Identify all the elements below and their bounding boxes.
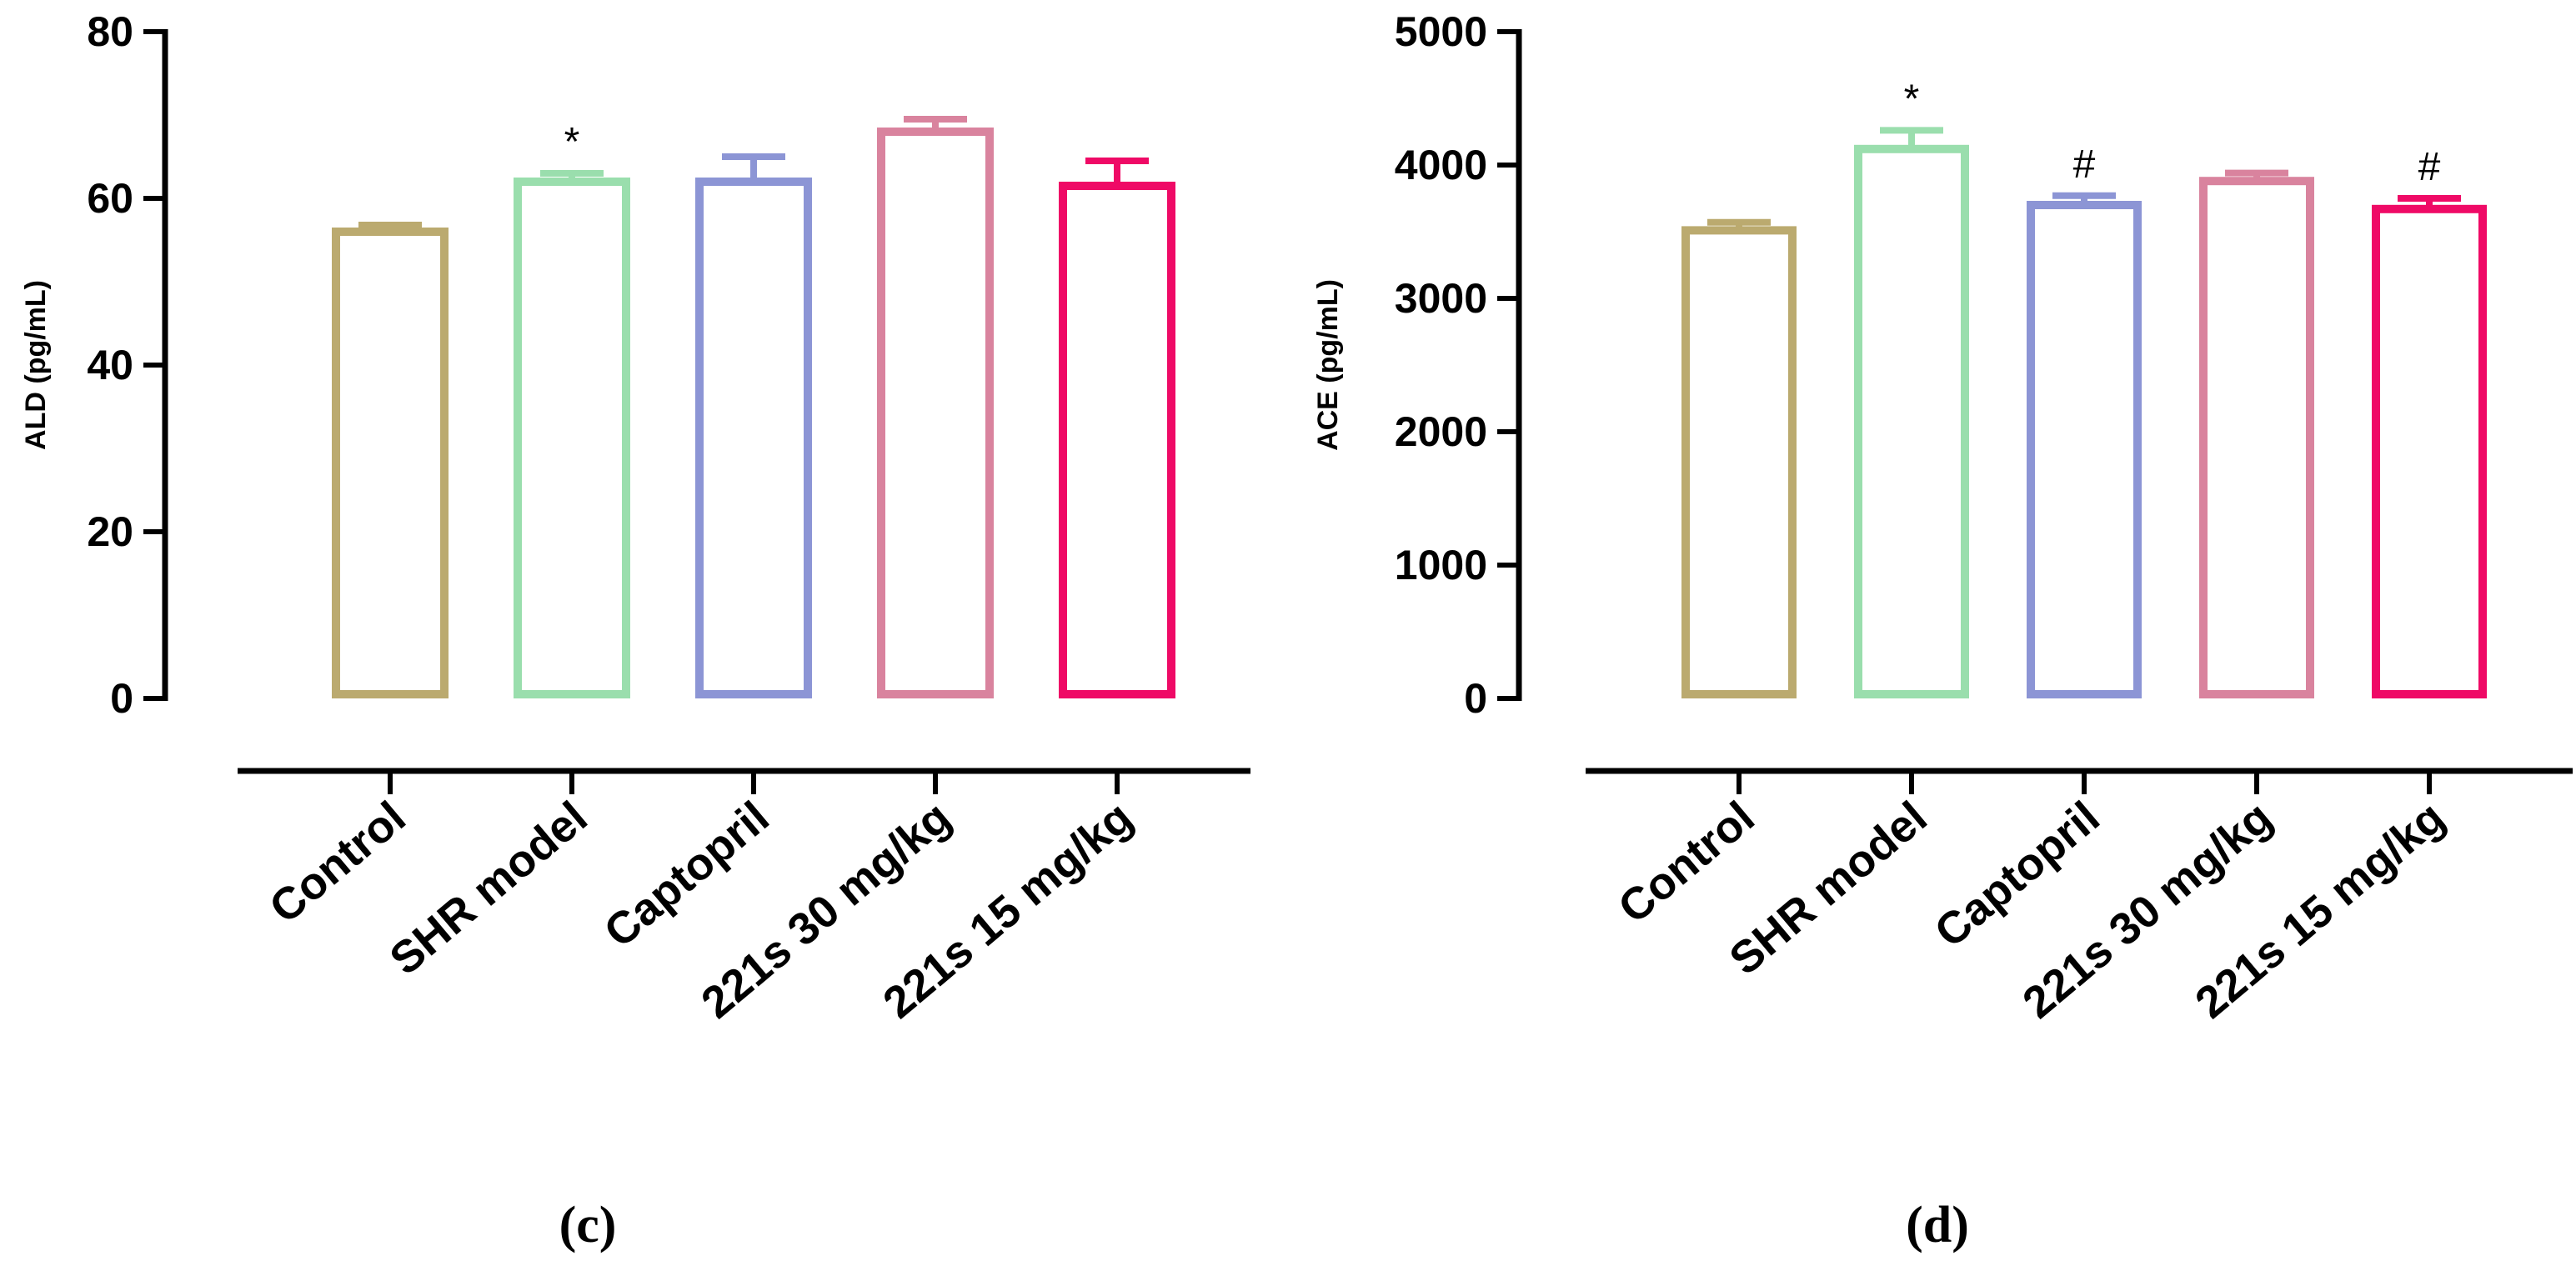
y-tick-label: 60 [87,175,133,222]
y-tick-label: 2000 [1395,408,1487,455]
y-tick-label: 0 [1464,675,1487,722]
bar [1059,182,1175,698]
y-tick-label: 4000 [1395,142,1487,188]
panel-label: (c) [559,1197,617,1253]
significance-annotation: * [1904,77,1920,121]
x-tick-label: Control [1609,792,1764,933]
y-tick-label: 3000 [1395,275,1487,322]
bar [2199,177,2314,698]
bar [1681,226,1797,698]
y-axis-title: ACE (pg/mL) [1312,279,1344,451]
bar [1854,144,1969,699]
y-tick-label: 80 [87,8,133,55]
bar [2372,204,2487,699]
bar [332,228,449,698]
panel-label: (d) [1906,1197,1969,1253]
chart-panel-d: 0 1000 2000 3000 4000 5000 ACE (pg/mL) * # # Contr… [1312,8,2573,1253]
y-tick-label: 5000 [1395,8,1487,55]
bar [877,128,994,698]
y-tick-label: 20 [87,508,133,555]
y-tick-label: 40 [87,342,133,388]
bar [695,178,812,698]
x-tick-label: Captopril [595,792,779,957]
significance-annotation: # [2073,143,2096,187]
y-axis-title: ALD (pg/mL) [20,280,52,450]
x-tick-label: SHR model [380,792,596,984]
significance-annotation: * [564,120,580,164]
x-tick-label: Control [260,792,415,933]
bar [514,178,630,698]
bar [2027,201,2142,698]
y-tick-label: 1000 [1395,542,1487,588]
significance-annotation: # [2418,145,2441,189]
y-tick-label: 0 [110,675,133,722]
